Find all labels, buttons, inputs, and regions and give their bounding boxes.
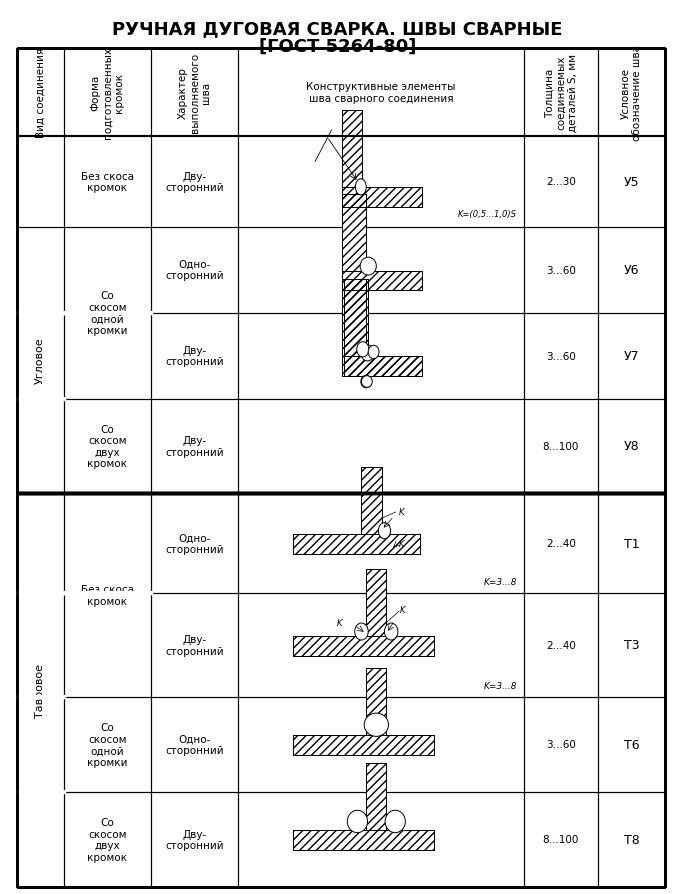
Text: Толщина
соединяемых
деталей S, мм: Толщина соединяемых деталей S, мм [544, 55, 578, 132]
Text: Одно-
сторонний: Одно- сторонний [165, 259, 224, 281]
Text: Угловое: Угловое [35, 337, 45, 384]
Text: Т6: Т6 [624, 738, 639, 751]
Polygon shape [367, 569, 387, 637]
Ellipse shape [379, 523, 391, 539]
Polygon shape [362, 468, 382, 535]
Text: Одно-
сторонний: Одно- сторонний [165, 734, 224, 755]
Polygon shape [342, 111, 362, 188]
Text: Вид соединения: Вид соединения [35, 48, 45, 139]
Text: K=3...8: K=3...8 [483, 681, 517, 690]
Text: У8: У8 [624, 440, 639, 453]
Text: Дву-
сторонний: Дву- сторонний [165, 829, 224, 850]
Text: 8...100: 8...100 [543, 442, 579, 451]
Text: 3...60: 3...60 [546, 739, 576, 749]
Polygon shape [342, 188, 422, 207]
Text: Дву-
сторонний: Дву- сторонний [165, 635, 224, 656]
Text: [ГОСТ 5264-80]: [ГОСТ 5264-80] [259, 38, 416, 55]
Text: У7: У7 [624, 350, 639, 363]
Polygon shape [342, 280, 367, 357]
Text: 8...100: 8...100 [543, 834, 579, 845]
Polygon shape [293, 831, 434, 850]
Ellipse shape [362, 376, 373, 388]
Ellipse shape [348, 810, 368, 832]
Polygon shape [344, 357, 422, 376]
Text: Со
скосом
двух
кромок: Со скосом двух кромок [87, 424, 128, 468]
Polygon shape [342, 271, 422, 291]
Ellipse shape [360, 257, 377, 275]
Text: 3...60: 3...60 [546, 351, 576, 361]
Ellipse shape [361, 345, 375, 361]
Text: Форма
подготовленных
кромок: Форма подготовленных кромок [90, 47, 124, 139]
Ellipse shape [357, 342, 369, 358]
Ellipse shape [385, 623, 398, 640]
Text: Характер
выполняемого
шва: Характер выполняемого шва [178, 53, 211, 133]
Text: Конструктивные элементы
шва сварного соединения: Конструктивные элементы шва сварного сое… [306, 82, 456, 104]
Text: РУЧНАЯ ДУГОВАЯ СВАРКА. ШВЫ СВАРНЫЕ: РУЧНАЯ ДУГОВАЯ СВАРКА. ШВЫ СВАРНЫЕ [112, 21, 563, 38]
Text: Без скоса
кромок: Без скоса кромок [81, 172, 134, 193]
Text: У6: У6 [624, 264, 639, 277]
Polygon shape [294, 535, 420, 554]
Ellipse shape [356, 180, 367, 196]
Text: Дву-
сторонний: Дву- сторонний [165, 435, 224, 458]
Text: K: K [337, 619, 343, 628]
Text: K: K [399, 539, 404, 548]
Polygon shape [342, 357, 422, 376]
Text: Без скоса
кромок: Без скоса кромок [81, 585, 134, 606]
Ellipse shape [385, 810, 406, 832]
Polygon shape [344, 280, 369, 357]
Text: K=(0,5...1,0)S: K=(0,5...1,0)S [458, 209, 517, 218]
Text: 2...30: 2...30 [546, 177, 576, 187]
Text: 3...60: 3...60 [546, 266, 576, 275]
Ellipse shape [361, 375, 372, 388]
Text: Условное
обозначение шва: Условное обозначение шва [621, 46, 643, 141]
Text: Со
скосом
двух
кромок: Со скосом двух кромок [87, 817, 128, 862]
Text: Со
скосом
одной
кромки: Со скосом одной кромки [87, 722, 128, 767]
Text: Дву-
сторонний: Дву- сторонний [165, 172, 224, 193]
Polygon shape [367, 763, 387, 831]
Polygon shape [367, 669, 387, 736]
Polygon shape [293, 637, 434, 656]
Text: K: K [399, 508, 404, 517]
Text: У5: У5 [624, 176, 639, 189]
Text: 2...40: 2...40 [546, 640, 576, 650]
Text: Дву-
сторонний: Дву- сторонний [165, 345, 224, 367]
Text: Т1: Т1 [624, 537, 639, 550]
Polygon shape [342, 194, 367, 271]
Ellipse shape [364, 713, 389, 737]
Text: Тавровое: Тавровое [35, 663, 45, 717]
Ellipse shape [369, 346, 379, 359]
Text: K=3...8: K=3...8 [483, 578, 517, 586]
Ellipse shape [355, 623, 369, 640]
Text: K: K [400, 605, 406, 614]
Text: Т3: Т3 [624, 638, 639, 652]
Text: Со
скосом
одной
кромки: Со скосом одной кромки [87, 291, 128, 335]
Text: Одно-
сторонний: Одно- сторонний [165, 533, 224, 554]
Text: Т8: Т8 [624, 833, 639, 846]
Text: 2...40: 2...40 [546, 538, 576, 549]
Polygon shape [293, 736, 434, 755]
